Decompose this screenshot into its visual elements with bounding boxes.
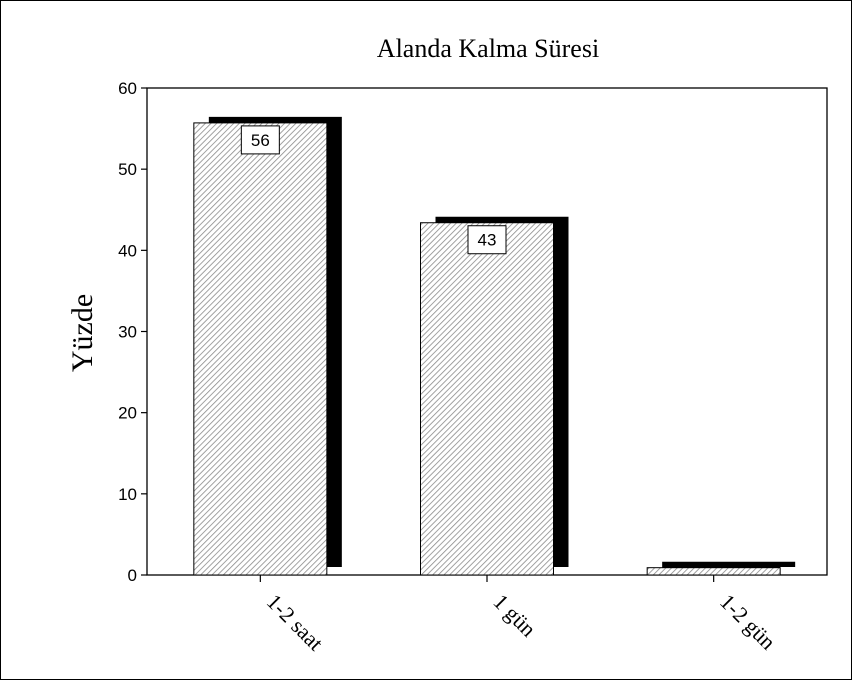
bar-shadow [662, 561, 796, 568]
y-tick-label: 20 [118, 404, 137, 423]
bar-shadow [208, 116, 342, 567]
bar [646, 567, 781, 576]
data-label: 43 [478, 231, 497, 250]
bar [193, 122, 328, 576]
y-tick-label: 60 [118, 79, 137, 98]
bar [420, 222, 554, 576]
x-tick-label: 1 gün [488, 589, 541, 642]
y-tick-label: 30 [118, 323, 137, 342]
chart-title: Alanda Kalma Süresi [377, 34, 599, 63]
x-tick-label: 1-2 saat [262, 589, 328, 655]
plot-area: 0 10 20 30 40 50 60 1-2 saat 56 1 gün 43 1-2 gün [118, 79, 828, 655]
bar-shadow [435, 216, 569, 567]
y-tick-label: 40 [118, 241, 137, 260]
x-tick-label: 1-2 gün [715, 589, 781, 655]
y-tick-label: 10 [118, 485, 137, 504]
y-tick-label: 50 [118, 160, 137, 179]
y-tick-label: 0 [128, 566, 137, 585]
y-axis-label: Yüzde [66, 294, 99, 372]
data-label-box [240, 125, 280, 155]
data-label: 56 [251, 131, 270, 150]
data-label-box [467, 225, 507, 255]
